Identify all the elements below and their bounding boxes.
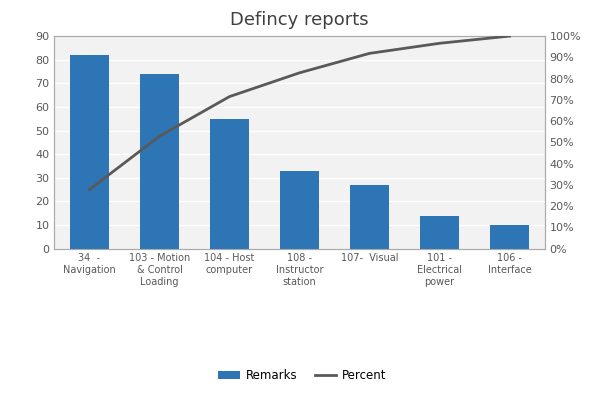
Bar bbox=[210, 119, 249, 249]
Bar bbox=[490, 225, 529, 249]
Legend: Remarks, Percent: Remarks, Percent bbox=[214, 365, 391, 387]
Bar bbox=[350, 185, 389, 249]
Bar bbox=[70, 55, 109, 249]
Bar bbox=[280, 171, 319, 249]
Bar bbox=[420, 216, 459, 249]
Title: Defincy reports: Defincy reports bbox=[230, 11, 369, 29]
Bar bbox=[140, 74, 178, 249]
